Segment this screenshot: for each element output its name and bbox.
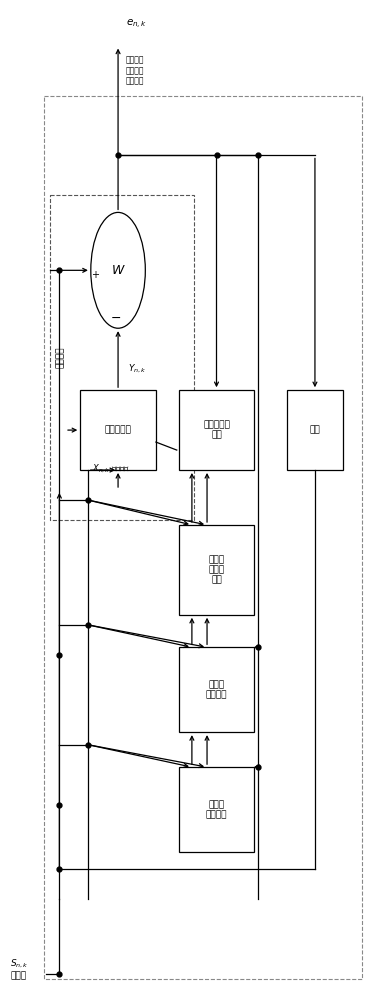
Text: $Y_{n,k}$: $Y_{n,k}$ xyxy=(128,363,146,375)
Text: 自适应
系数计算: 自适应 系数计算 xyxy=(206,800,227,819)
Text: 反馈消除
后的声音
拾音信号: 反馈消除 后的声音 拾音信号 xyxy=(126,56,144,85)
Bar xyxy=(44,96,362,979)
Text: −: − xyxy=(111,312,122,325)
Text: 矩阵方
阵优化
解算: 矩阵方 阵优化 解算 xyxy=(209,555,225,585)
Bar xyxy=(287,390,344,470)
Bar xyxy=(50,195,194,520)
Text: 滤波器系数
更新: 滤波器系数 更新 xyxy=(203,420,230,440)
Bar xyxy=(179,525,254,615)
Text: 自相关
矩阵计算: 自相关 矩阵计算 xyxy=(206,680,227,699)
Text: W: W xyxy=(112,264,124,277)
Text: 延时: 延时 xyxy=(310,426,320,435)
Text: +: + xyxy=(90,270,98,280)
Bar xyxy=(80,390,156,470)
Bar xyxy=(179,390,254,470)
Text: $S_{n,k}$
主信号: $S_{n,k}$ 主信号 xyxy=(10,957,29,980)
Text: $e_{n,k}$: $e_{n,k}$ xyxy=(126,18,147,31)
Bar xyxy=(179,767,254,852)
Text: $X_{n,k}$ 参考信号: $X_{n,k}$ 参考信号 xyxy=(92,463,130,475)
Ellipse shape xyxy=(91,212,145,328)
Text: 滤波器系数: 滤波器系数 xyxy=(105,426,131,435)
Bar xyxy=(179,647,254,732)
Text: 反馈回路: 反馈回路 xyxy=(56,347,65,368)
